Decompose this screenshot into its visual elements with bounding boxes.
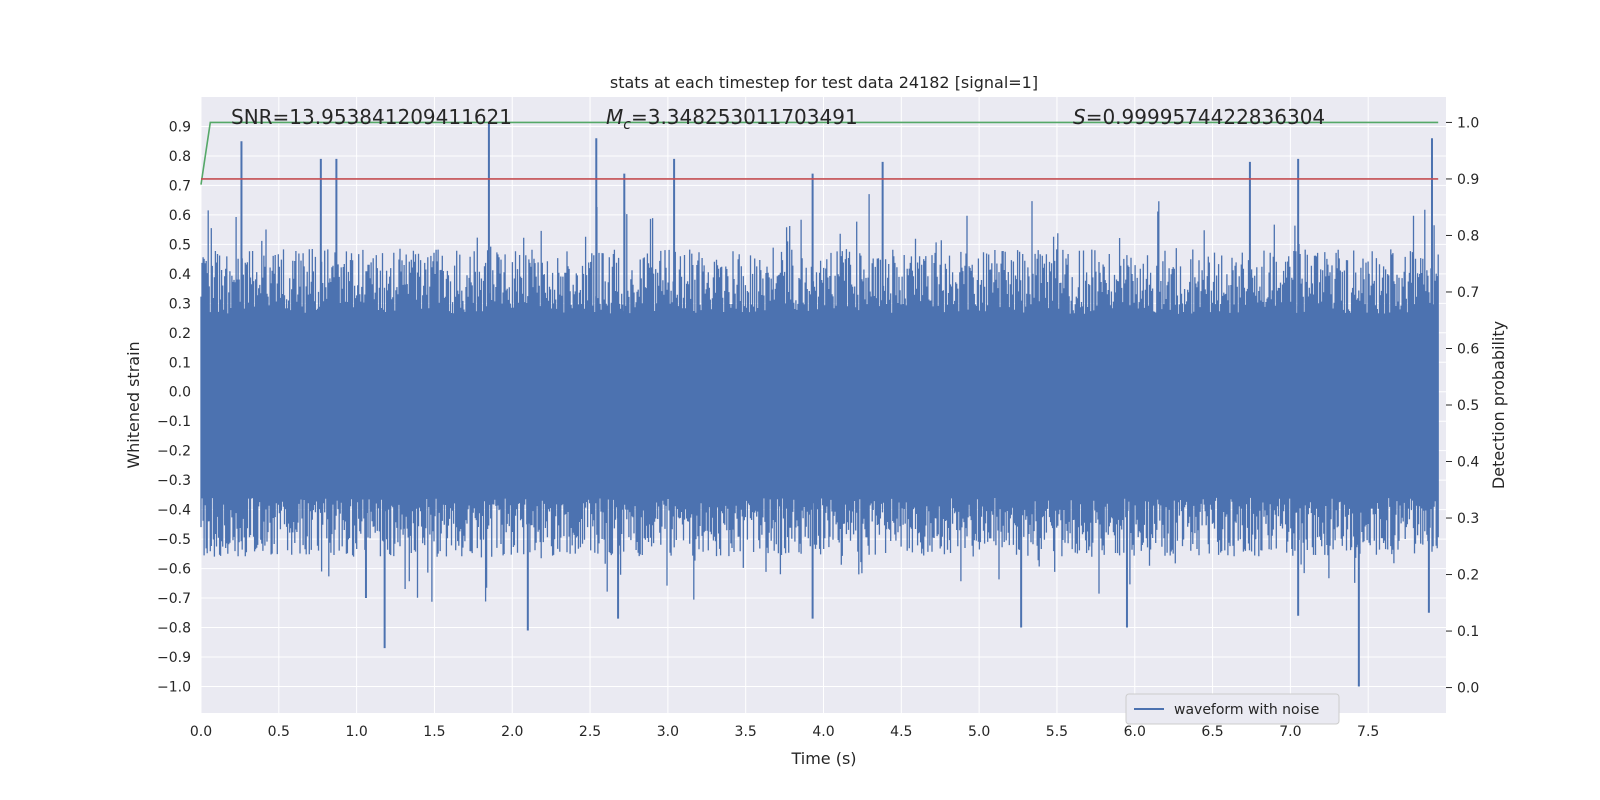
y2-tick-label: 1.0 <box>1457 115 1479 131</box>
y2-tick-label: 0.0 <box>1457 681 1479 697</box>
waveform-core-band <box>201 318 1439 492</box>
x-tick-label: 1.0 <box>345 724 367 740</box>
y2-tick-label: 0.3 <box>1457 511 1479 527</box>
y2-tick-label: 0.4 <box>1457 455 1479 471</box>
left-y-ticks: 0.9 0.8 0.7 0.6 0.5 0.4 0.3 0.2 0.1 0.0 −0.1 −0.2 −0… <box>157 119 191 695</box>
y-tick-label: −1.0 <box>157 679 191 695</box>
y-tick-label: −0.3 <box>157 473 191 489</box>
x-tick-label: 4.0 <box>812 724 834 740</box>
y-tick-label: −0.9 <box>157 650 191 666</box>
series-layer <box>200 121 1439 185</box>
x-axis-label: Time (s) <box>790 749 856 768</box>
y2-tick-label: 0.8 <box>1457 228 1479 244</box>
y-tick-label: −0.4 <box>157 503 191 519</box>
y2-tick-label: 0.1 <box>1457 624 1479 640</box>
mc-subscript: c <box>623 117 631 133</box>
x-tick-label: 2.0 <box>501 724 523 740</box>
y2-tick-label: 0.5 <box>1457 398 1479 414</box>
y-tick-label: −0.8 <box>157 621 191 637</box>
y-tick-label: 0.7 <box>169 178 191 194</box>
y-tick-label: 0.2 <box>169 326 191 342</box>
mc-symbol: M <box>606 105 623 129</box>
x-tick-label: 2.5 <box>579 724 601 740</box>
y2-tick-label: 0.9 <box>1457 172 1479 188</box>
y-tick-label: −0.1 <box>157 414 191 430</box>
x-tick-label: 5.0 <box>968 724 990 740</box>
x-tick-label: 7.0 <box>1279 724 1301 740</box>
legend: waveform with noise <box>1125 693 1340 725</box>
s-annotation: S=0.9999574422836304 <box>1073 105 1325 129</box>
y-tick-label: 0.0 <box>169 385 191 401</box>
x-ticks: 0.0 0.5 1.0 1.5 2.0 2.5 3.0 3.5 4.0 4.5 5.0 5.5 6.0 6… <box>190 724 1379 740</box>
x-tick-label: 0.5 <box>268 724 290 740</box>
x-tick-label: 6.5 <box>1201 724 1223 740</box>
x-tick-label: 6.0 <box>1124 724 1146 740</box>
chart-title: stats at each timestep for test data 241… <box>610 73 1038 92</box>
y-tick-label: 0.9 <box>169 119 191 135</box>
y2-tick-label: 0.6 <box>1457 341 1479 357</box>
legend-box <box>1125 693 1340 725</box>
x-tick-label: 0.0 <box>190 724 212 740</box>
y-tick-label: 0.3 <box>169 296 191 312</box>
y-tick-label: 0.8 <box>169 149 191 165</box>
legend-label: waveform with noise <box>1174 702 1319 718</box>
waveform-noise-band <box>200 123 1439 687</box>
y-tick-label: −0.2 <box>157 444 191 460</box>
mc-annotation: Mc=3.348253011703491 <box>606 105 858 133</box>
x-tick-label: 7.5 <box>1357 724 1379 740</box>
snr-annotation: SNR=13.953841209411621 <box>231 105 512 129</box>
x-tick-label: 3.5 <box>735 724 757 740</box>
y-tick-label: −0.7 <box>157 591 191 607</box>
y-tick-label: −0.5 <box>157 532 191 548</box>
y-tick-label: 0.6 <box>169 208 191 224</box>
mc-value: =3.348253011703491 <box>631 105 858 129</box>
detection-probability-line <box>200 121 1439 185</box>
y2-axis-label: Detection probability <box>1489 321 1508 489</box>
s-symbol: S <box>1073 105 1086 129</box>
y2-tick-label: 0.7 <box>1457 285 1479 301</box>
x-tick-label: 3.0 <box>657 724 679 740</box>
y-tick-label: 0.5 <box>169 237 191 253</box>
x-tick-label: 1.5 <box>423 724 445 740</box>
x-tick-label: 5.5 <box>1046 724 1068 740</box>
y2-tick-label: 0.2 <box>1457 568 1479 584</box>
y-axis-label: Whitened strain <box>124 341 143 468</box>
y-tick-label: 0.4 <box>169 267 191 283</box>
x-tick-label: 4.5 <box>890 724 912 740</box>
s-value: =0.9999574422836304 <box>1086 105 1325 129</box>
y-tick-label: −0.6 <box>157 562 191 578</box>
y-tick-label: 0.1 <box>169 355 191 371</box>
right-y-ticks: 1.0 0.9 0.8 0.7 0.6 0.5 0.4 0.3 0.2 0.1 0.0 <box>1446 115 1479 697</box>
